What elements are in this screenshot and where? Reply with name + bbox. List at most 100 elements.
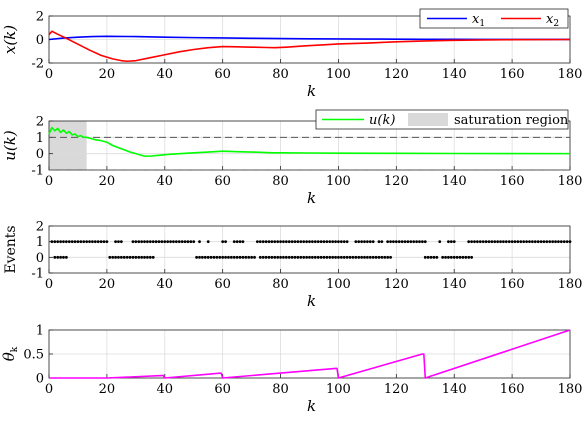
event-point-zero: [423, 255, 427, 259]
y-axis-label: Events: [3, 225, 19, 273]
event-point-one: [270, 240, 274, 244]
x-tick-label: 0: [45, 174, 53, 189]
event-point-zero: [447, 255, 450, 259]
event-point-one: [189, 240, 193, 244]
event-point-one: [85, 240, 89, 244]
event-point-zero: [273, 255, 277, 259]
event-point-one: [557, 240, 560, 244]
event-point-one: [438, 240, 442, 244]
event-point-zero: [383, 255, 387, 259]
event-point-one: [67, 240, 71, 244]
x-tick-label: 140: [442, 382, 467, 397]
y-tick-label: 1: [36, 324, 44, 339]
event-point-one: [522, 240, 526, 244]
event-point-one: [157, 240, 161, 244]
event-point-one: [452, 240, 456, 244]
event-point-one: [490, 240, 494, 244]
event-point-one: [328, 240, 332, 244]
event-point-one: [305, 240, 309, 244]
event-point-one: [481, 240, 485, 244]
event-point-one: [198, 240, 201, 244]
event-point-zero: [444, 255, 447, 259]
x-tick-label: 20: [99, 382, 116, 397]
event-point-one: [163, 240, 167, 244]
event-point-zero: [235, 255, 239, 259]
series-line-u: [48, 126, 571, 157]
event-point-zero: [461, 255, 465, 259]
x-tick-label: 100: [326, 277, 351, 292]
event-point-one: [513, 240, 517, 244]
event-point-zero: [432, 255, 436, 259]
event-point-zero: [342, 255, 346, 259]
event-point-one: [70, 240, 74, 244]
x-tick-label: 180: [558, 174, 583, 189]
event-point-zero: [464, 255, 468, 259]
event-point-one: [93, 240, 97, 244]
event-point-zero: [229, 255, 233, 259]
event-point-zero: [146, 255, 149, 259]
event-point-one: [258, 240, 262, 244]
event-point-one: [371, 240, 375, 244]
x-axis-label: k: [307, 397, 316, 415]
event-point-one: [279, 240, 282, 244]
event-point-zero: [250, 255, 254, 259]
x-tick-label: 100: [326, 382, 351, 397]
event-point-zero: [140, 255, 144, 259]
event-point-zero: [128, 255, 132, 259]
legend: x1 x2: [419, 8, 569, 29]
event-point-one: [154, 240, 158, 244]
x-axis-label: k: [307, 189, 316, 207]
x-axis-label: k: [307, 292, 316, 310]
event-point-zero: [290, 255, 294, 259]
event-point-zero: [117, 255, 120, 259]
event-point-one: [392, 240, 395, 244]
event-point-zero: [319, 255, 323, 259]
y-tick-label: -1: [31, 267, 44, 282]
event-point-zero: [458, 255, 462, 259]
event-point-zero: [238, 255, 242, 259]
event-point-zero: [203, 255, 207, 259]
event-point-zero: [195, 255, 199, 259]
event-point-zero: [305, 255, 309, 259]
event-point-one: [559, 240, 563, 244]
event-point-one: [88, 240, 91, 244]
event-point-one: [119, 240, 123, 244]
event-point-zero: [284, 255, 288, 259]
event-point-one: [418, 240, 421, 244]
event-point-zero: [365, 255, 369, 259]
event-point-one: [261, 240, 265, 244]
event-point-zero: [267, 255, 271, 259]
event-point-zero: [247, 255, 251, 259]
x-tick-label: 80: [272, 67, 289, 82]
event-point-zero: [151, 255, 155, 259]
x-tick-label: 20: [99, 67, 116, 82]
event-point-zero: [261, 255, 265, 259]
x-axis-label: k: [307, 82, 316, 100]
event-point-one: [299, 240, 303, 244]
event-point-zero: [348, 255, 352, 259]
event-point-zero: [380, 255, 384, 259]
event-point-zero: [119, 255, 123, 259]
legend: u(k) saturation region: [315, 109, 569, 130]
event-point-one: [50, 240, 54, 244]
event-point-zero: [389, 255, 392, 259]
event-point-zero: [363, 255, 366, 259]
event-point-zero: [108, 255, 112, 259]
x-tick-label: 40: [157, 382, 174, 397]
y-axis-label: x(k): [1, 25, 19, 54]
x-tick-label: 20: [99, 174, 116, 189]
event-point-zero: [64, 255, 68, 259]
event-point-one: [180, 240, 184, 244]
event-point-one: [148, 240, 152, 244]
event-point-one: [59, 240, 62, 244]
y-axis-label: u(k): [1, 130, 19, 161]
x-tick-label: 180: [558, 67, 583, 82]
event-point-one: [73, 240, 77, 244]
event-point-zero: [357, 255, 361, 259]
event-point-one: [177, 240, 181, 244]
x-tick-label: 140: [442, 67, 467, 82]
y-tick-label: 0.5: [23, 348, 44, 363]
event-point-one: [206, 240, 210, 244]
event-point-one: [102, 240, 106, 244]
series-line-x1: [48, 35, 571, 41]
